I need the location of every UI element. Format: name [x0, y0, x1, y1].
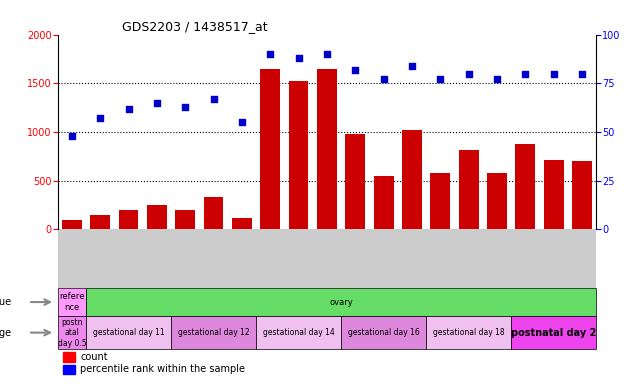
Bar: [402, 130, 422, 230]
Point: [124, 106, 134, 112]
Point: [265, 51, 276, 57]
Text: gestational day 12: gestational day 12: [178, 328, 249, 337]
Bar: [62, 220, 82, 230]
Bar: [63, 352, 75, 361]
Text: gestational day 14: gestational day 14: [263, 328, 335, 337]
Text: gestational day 16: gestational day 16: [347, 328, 419, 337]
Bar: [487, 173, 507, 230]
Bar: [544, 160, 563, 230]
Text: percentile rank within the sample: percentile rank within the sample: [80, 364, 246, 374]
Point: [520, 71, 530, 77]
Text: GDS2203 / 1438517_at: GDS2203 / 1438517_at: [122, 20, 268, 33]
Point: [208, 96, 219, 102]
Text: tissue: tissue: [0, 297, 12, 307]
Bar: [232, 218, 252, 230]
Bar: [511, 316, 596, 349]
Text: gestational day 11: gestational day 11: [93, 328, 164, 337]
Bar: [515, 144, 535, 230]
Point: [549, 71, 559, 77]
Point: [378, 76, 388, 83]
Bar: [317, 69, 337, 230]
Bar: [147, 205, 167, 230]
Bar: [58, 316, 86, 349]
Text: postn
atal
day 0.5: postn atal day 0.5: [58, 318, 86, 348]
Point: [95, 115, 105, 121]
Bar: [58, 288, 86, 316]
Bar: [86, 316, 171, 349]
Text: postnatal day 2: postnatal day 2: [511, 328, 596, 338]
Bar: [430, 173, 450, 230]
Bar: [345, 134, 365, 230]
Bar: [260, 69, 280, 230]
Point: [577, 71, 587, 77]
Point: [407, 63, 417, 69]
Point: [67, 133, 77, 139]
Text: gestational day 18: gestational day 18: [433, 328, 504, 337]
Text: ovary: ovary: [329, 298, 353, 306]
Bar: [204, 197, 224, 230]
Bar: [374, 176, 394, 230]
Bar: [459, 149, 479, 230]
Bar: [175, 210, 195, 230]
Text: count: count: [80, 352, 108, 362]
Point: [435, 76, 445, 83]
Point: [350, 66, 360, 73]
Bar: [341, 316, 426, 349]
Bar: [90, 215, 110, 230]
Bar: [256, 316, 341, 349]
Point: [463, 71, 474, 77]
Point: [294, 55, 304, 61]
Point: [237, 119, 247, 125]
Bar: [63, 365, 75, 374]
Bar: [119, 210, 138, 230]
Bar: [288, 81, 308, 230]
Text: age: age: [0, 328, 12, 338]
Point: [322, 51, 332, 57]
Point: [180, 104, 190, 110]
Point: [492, 76, 502, 83]
Bar: [171, 316, 256, 349]
Point: [152, 100, 162, 106]
Text: refere
nce: refere nce: [59, 292, 85, 312]
Bar: [572, 161, 592, 230]
Bar: [426, 316, 511, 349]
